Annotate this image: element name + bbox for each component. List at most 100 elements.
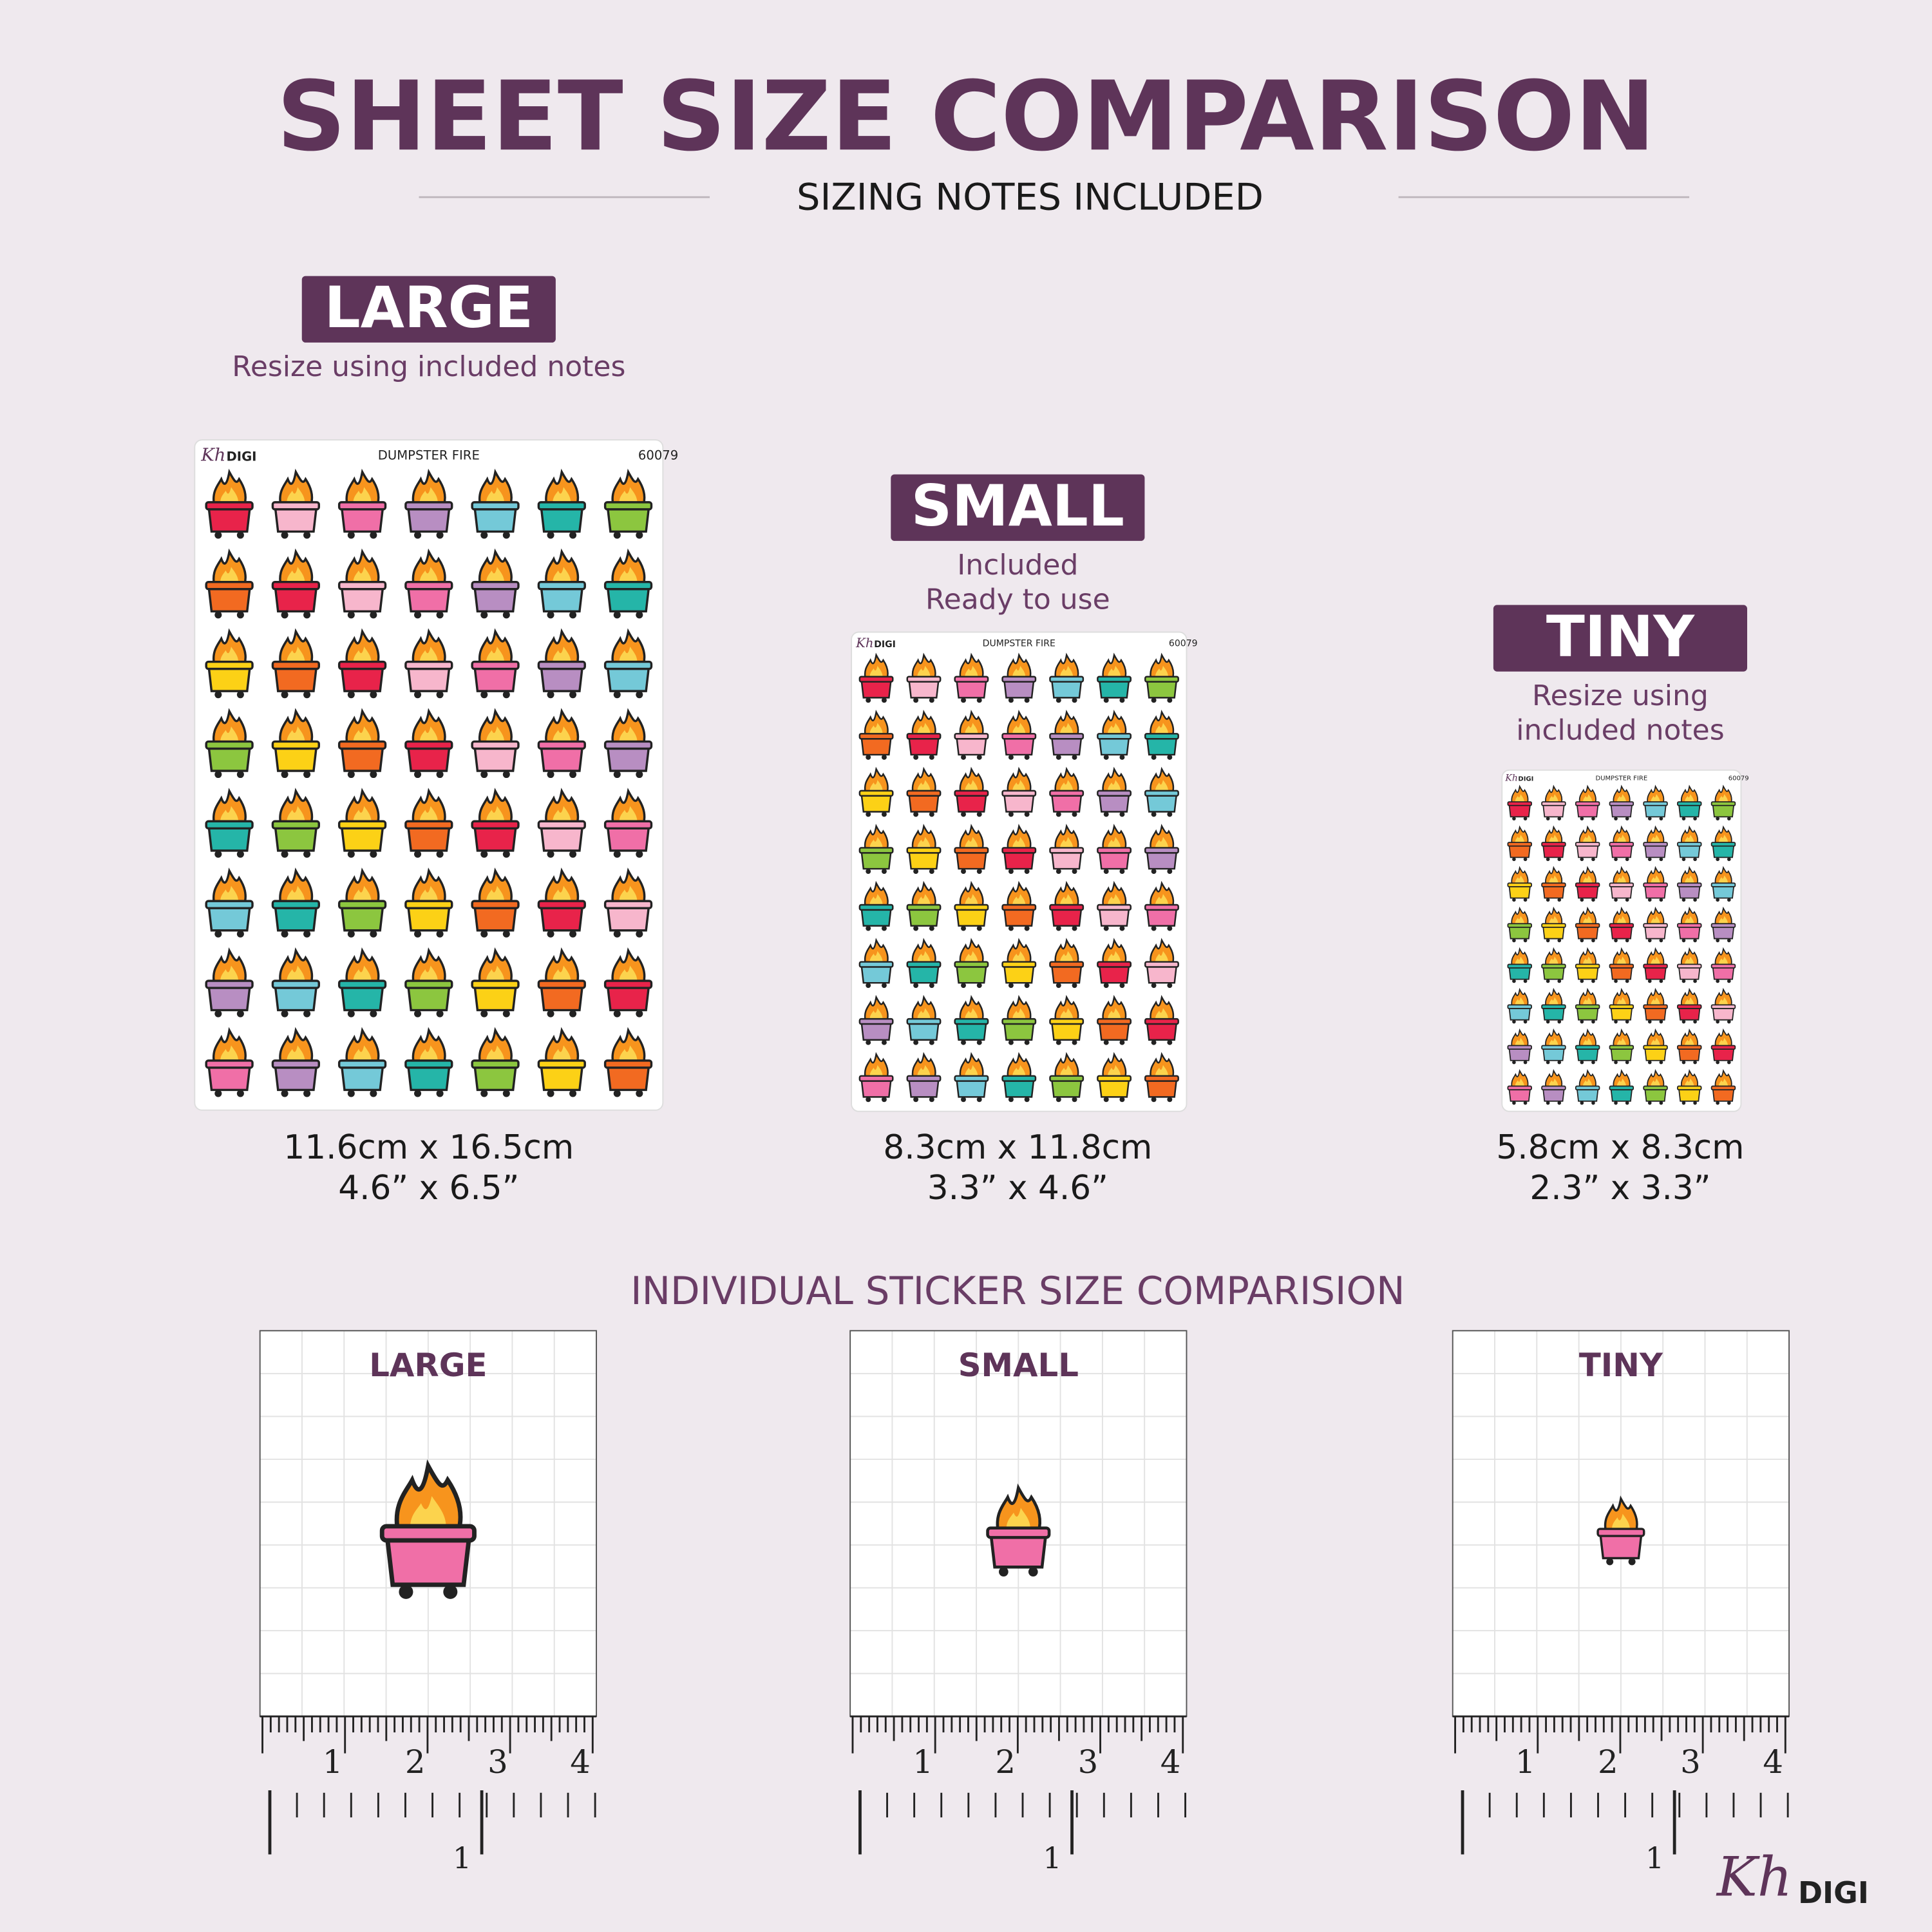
- sticker: [337, 548, 387, 619]
- wheel: [1512, 898, 1516, 902]
- sticker: [271, 947, 320, 1018]
- flame-inner: [287, 567, 305, 585]
- sticker: [337, 788, 387, 858]
- flame-inner: [869, 780, 883, 793]
- wheel: [1647, 1101, 1652, 1105]
- flame-inner: [965, 837, 978, 850]
- wheel: [1681, 1019, 1686, 1024]
- bin-rim: [986, 1526, 1051, 1539]
- wheel: [1693, 1060, 1697, 1065]
- wheel: [1056, 811, 1061, 817]
- wheel: [547, 691, 554, 699]
- flame-inner: [1060, 837, 1074, 850]
- bin-rim: [603, 980, 653, 989]
- ruler-number: 2: [405, 1743, 426, 1781]
- sticker: [205, 548, 254, 619]
- flame: [412, 788, 446, 826]
- flame-inner: [220, 1045, 239, 1063]
- wheel: [214, 1010, 222, 1018]
- wheel: [502, 1010, 510, 1018]
- sticker: [858, 710, 894, 760]
- sticker: [1609, 947, 1634, 983]
- bin-rim: [603, 900, 653, 909]
- sticker: [271, 628, 320, 699]
- bin-body: [1146, 737, 1178, 756]
- flame-inner: [1012, 894, 1026, 907]
- wheel: [1024, 983, 1030, 989]
- bin-body: [956, 737, 987, 756]
- bin-rim: [1049, 961, 1084, 968]
- flame-inner: [1060, 1008, 1074, 1021]
- bin-body: [1003, 908, 1035, 927]
- ruler-number: 1: [1645, 1841, 1664, 1875]
- sticker: [1541, 987, 1566, 1024]
- bin-body: [473, 507, 517, 533]
- flame: [911, 938, 936, 965]
- bin-rim: [205, 660, 254, 670]
- sticker: [205, 708, 254, 779]
- flame: [478, 628, 513, 666]
- flame: [478, 468, 513, 506]
- flame: [212, 947, 247, 985]
- wheel: [347, 1090, 355, 1097]
- bin-rim: [1575, 1045, 1600, 1050]
- wheel: [1008, 811, 1014, 817]
- wheel: [1523, 817, 1528, 820]
- wheel: [1103, 1039, 1109, 1045]
- wheel: [1727, 857, 1731, 862]
- flame: [1054, 652, 1079, 679]
- sticker: [1643, 906, 1668, 943]
- flame-inner: [1108, 951, 1121, 964]
- wheel: [414, 531, 422, 539]
- sticker: [906, 994, 942, 1045]
- flame: [1647, 825, 1665, 845]
- ruler-number: 3: [488, 1743, 508, 1781]
- wheel: [929, 983, 934, 989]
- bin-rim: [1643, 963, 1668, 969]
- sticker: [471, 1027, 520, 1097]
- ruler-number: 4: [570, 1743, 591, 1781]
- bin-rim: [1097, 1075, 1132, 1082]
- wheel: [866, 983, 871, 989]
- bin-rim: [1097, 676, 1132, 683]
- wheel: [1625, 898, 1629, 902]
- flame-inner: [287, 965, 305, 984]
- bin-rim: [1541, 923, 1566, 928]
- wheel: [976, 925, 982, 931]
- sticker: [1596, 1495, 1645, 1566]
- sticker: [404, 628, 453, 699]
- flame-inner: [220, 726, 239, 744]
- wheel: [1659, 1019, 1663, 1024]
- wheel: [1557, 979, 1562, 983]
- wheel: [370, 850, 377, 858]
- bin-rim: [1710, 963, 1736, 969]
- bin-body: [1051, 737, 1083, 756]
- wheel: [636, 1010, 643, 1018]
- wheel: [1103, 925, 1109, 931]
- flame: [1102, 766, 1127, 794]
- bin-rim: [906, 847, 942, 854]
- bin-body: [1610, 1088, 1633, 1102]
- flame: [1578, 825, 1596, 845]
- flame: [1680, 825, 1698, 845]
- flame-inner: [1718, 794, 1728, 804]
- flame-inner: [1651, 794, 1660, 804]
- flame-inner: [1549, 1078, 1558, 1088]
- flame: [959, 710, 984, 737]
- bin-rim: [1144, 790, 1179, 797]
- flame: [279, 867, 314, 905]
- flame: [212, 788, 247, 826]
- flame-inner: [917, 951, 931, 964]
- flame: [478, 867, 513, 905]
- wheel: [976, 869, 982, 874]
- flame: [911, 652, 936, 679]
- bin-rim: [954, 676, 989, 683]
- wheel: [414, 850, 422, 858]
- wheel: [281, 611, 289, 619]
- wheel: [1580, 817, 1584, 820]
- flame: [864, 766, 889, 794]
- flame-inner: [1718, 835, 1728, 844]
- panel-label: SMALL: [958, 1347, 1079, 1384]
- wheel: [976, 697, 982, 703]
- wheel: [1546, 979, 1550, 983]
